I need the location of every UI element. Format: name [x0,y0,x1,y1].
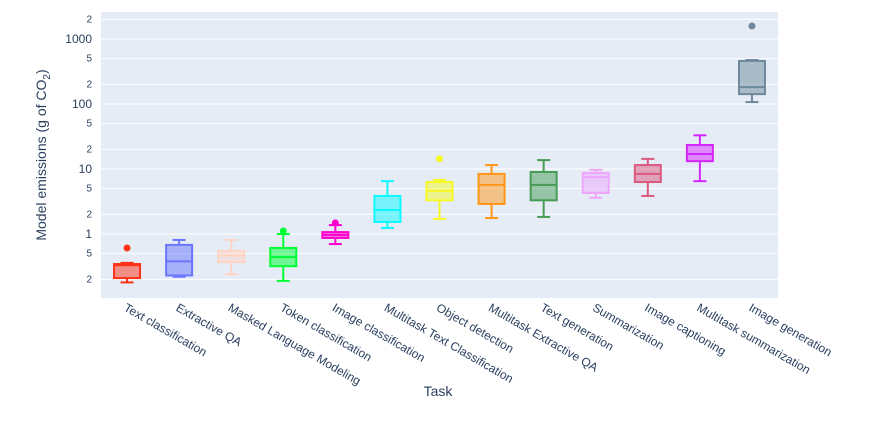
box-extractive-qa[interactable] [165,238,194,278]
x-axis-title: Task [424,383,454,399]
box-multitask-text-classification[interactable] [373,180,402,229]
box-masked-language-modeling[interactable] [217,238,246,276]
y-tick-label: 5 [86,249,92,260]
outlier-point [123,244,131,252]
y-tick-label: 2 [86,144,92,155]
box-multitask-summarization[interactable] [685,134,714,183]
x-tick-label: Image generation [746,300,834,359]
iqr-box [113,263,142,280]
outlier-point [436,155,443,163]
box-multitask-extractive-qa[interactable] [477,164,506,220]
y-tick-label: 2 [86,79,92,90]
box-image-classification[interactable] [321,219,350,246]
box-image-generation[interactable] [737,22,766,104]
y-axis-title: Model emissions (g of CO2) [33,69,53,240]
box-text-generation[interactable] [529,159,558,218]
iqr-box [581,171,610,195]
box-summarization[interactable] [581,168,610,199]
box-image-captioning[interactable] [633,157,662,197]
iqr-box [217,249,246,264]
y-tick-label: 1000 [65,32,92,46]
y-tick-label: 5 [86,54,92,65]
box-token-classification[interactable] [269,227,298,282]
y-tick-label: 2 [86,209,92,220]
x-tick-label: Image classification [330,300,428,364]
y-tick-label: 2 [86,274,92,285]
iqr-box [529,170,558,202]
y-tick-label: 5 [86,184,92,195]
outlier-point [331,219,339,227]
box-text-classification[interactable] [113,244,142,284]
y-tick-label: 1 [85,227,92,241]
y-tick-label: 10 [79,162,93,176]
plot-background [101,12,778,298]
boxes [113,22,766,284]
y-axis-ticks: 2 5 1 2 5 10 2 5 100 2 5 1000 2 [65,14,92,285]
iqr-box [737,59,766,96]
y-tick-label: 5 [86,119,92,130]
y-tick-label: 2 [86,14,92,25]
outlier-point [748,22,756,30]
outlier-point [279,227,287,235]
iqr-box [373,194,402,223]
box-object-detection[interactable] [425,155,454,221]
y-tick-label: 100 [72,97,92,111]
iqr-box [165,243,194,277]
iqr-box [477,172,506,205]
